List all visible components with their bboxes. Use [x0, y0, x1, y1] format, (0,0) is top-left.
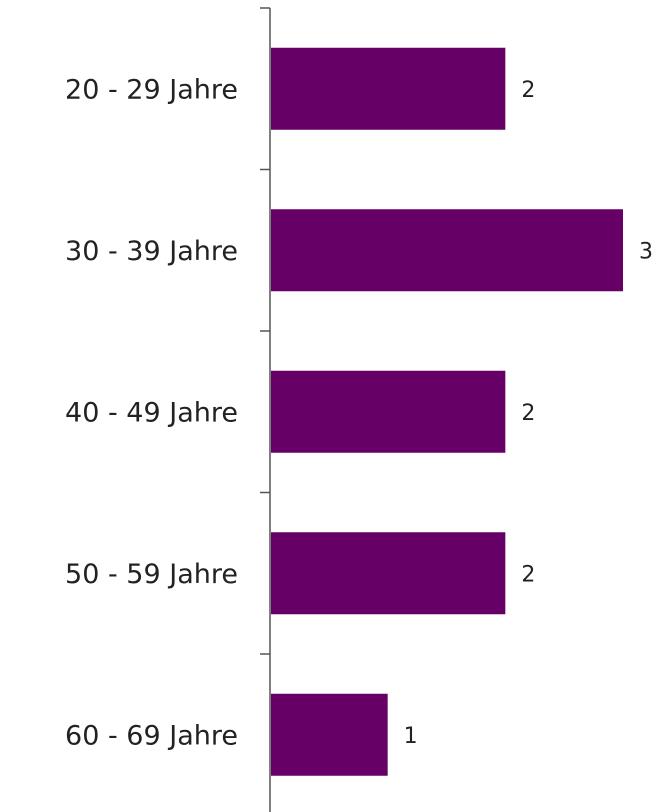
- value-label: 2: [521, 401, 535, 426]
- value-label: 1: [404, 724, 418, 749]
- value-label: 3: [639, 239, 653, 264]
- bar: [271, 209, 623, 292]
- bar: [271, 532, 506, 615]
- category-label: 60 - 69 Jahre: [65, 720, 238, 751]
- category-label: 30 - 39 Jahre: [65, 236, 238, 267]
- category-label: 40 - 49 Jahre: [65, 397, 238, 428]
- bar: [271, 693, 388, 776]
- category-label: 20 - 29 Jahre: [65, 74, 238, 105]
- bar: [271, 370, 506, 453]
- bar: [271, 47, 506, 130]
- category-label: 50 - 59 Jahre: [65, 559, 238, 590]
- value-label: 2: [521, 78, 535, 103]
- value-label: 2: [521, 562, 535, 587]
